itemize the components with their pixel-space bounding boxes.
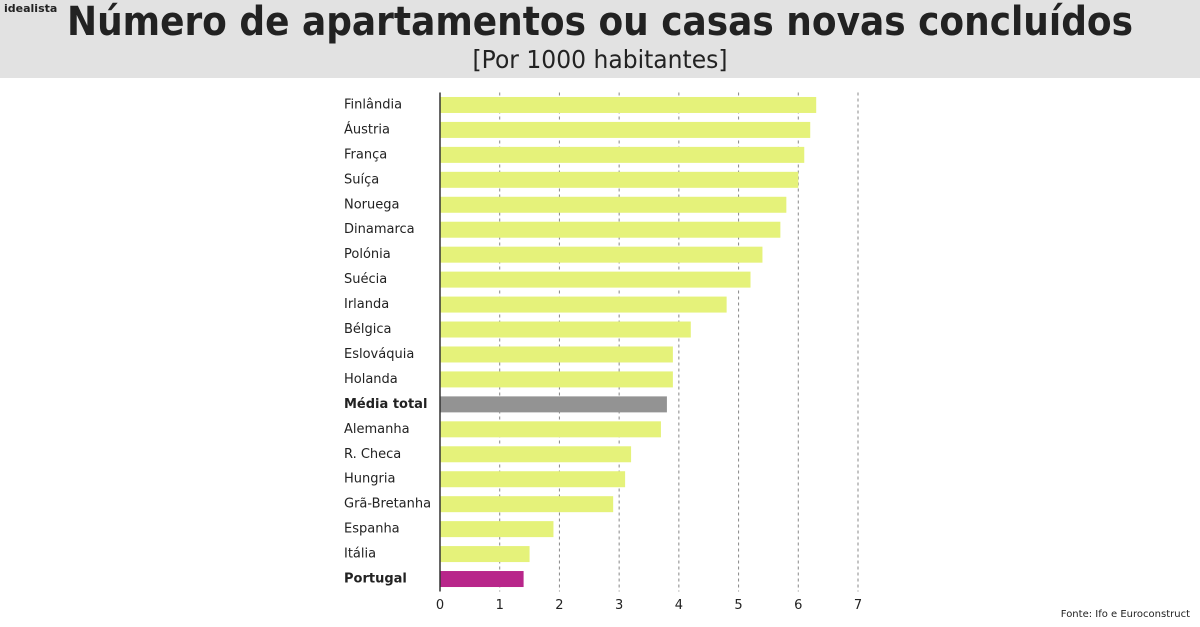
bar xyxy=(440,471,626,488)
bar xyxy=(440,546,530,563)
bar xyxy=(440,146,805,163)
bar xyxy=(440,446,632,463)
x-tick-label: 5 xyxy=(734,598,742,613)
bar xyxy=(440,296,727,313)
y-tick-label: Dinamarca xyxy=(344,222,415,237)
y-tick-label: Holanda xyxy=(344,372,398,387)
chart-subtitle: [Por 1000 habitantes] xyxy=(473,45,728,74)
x-tick-label: 4 xyxy=(675,598,683,613)
y-tick-label: Hungria xyxy=(344,472,395,487)
bar xyxy=(440,371,673,388)
y-tick-label: R. Checa xyxy=(344,447,401,462)
source: Fonte: Ifo e Euroconstruct xyxy=(1061,609,1190,620)
bar xyxy=(440,421,661,438)
y-tick-label: Irlanda xyxy=(344,297,389,312)
y-tick-label: Grã-Bretanha xyxy=(344,497,431,512)
bar xyxy=(440,221,781,238)
bar xyxy=(440,246,763,263)
y-tick-label: Áustria xyxy=(344,121,390,137)
bar xyxy=(440,521,554,538)
bar xyxy=(440,321,691,338)
y-tick-label: França xyxy=(344,147,387,162)
y-tick-label: Suíça xyxy=(344,172,379,187)
bar xyxy=(440,196,787,213)
x-tick-label: 6 xyxy=(794,598,802,613)
brand: idealista xyxy=(4,2,57,15)
chart-title: Número de apartamentos ou casas novas co… xyxy=(67,0,1133,45)
y-tick-label: Itália xyxy=(344,547,376,562)
y-tick-label: Média total xyxy=(344,397,427,412)
x-tick-label: 2 xyxy=(555,598,563,613)
y-tick-label: Suécia xyxy=(344,272,387,287)
bar xyxy=(440,571,524,588)
bar xyxy=(440,271,751,288)
y-tick-label: Noruega xyxy=(344,197,399,212)
bar xyxy=(440,496,614,513)
y-tick-label: Eslováquia xyxy=(344,347,414,362)
bar xyxy=(440,346,673,363)
y-tick-label: Portugal xyxy=(344,572,407,587)
bar xyxy=(440,396,667,413)
header-band xyxy=(0,0,1200,78)
bar xyxy=(440,171,799,188)
x-tick-label: 1 xyxy=(496,598,504,613)
y-tick-label: Espanha xyxy=(344,522,400,537)
x-tick-label: 0 xyxy=(436,598,444,613)
y-tick-label: Finlândia xyxy=(344,97,402,112)
bar xyxy=(440,121,811,138)
y-tick-label: Alemanha xyxy=(344,422,410,437)
y-tick-label: Bélgica xyxy=(344,322,392,337)
bar xyxy=(440,96,817,113)
x-tick-label: 3 xyxy=(615,598,623,613)
y-tick-label: Polónia xyxy=(344,247,391,262)
x-tick-label: 7 xyxy=(854,598,862,613)
